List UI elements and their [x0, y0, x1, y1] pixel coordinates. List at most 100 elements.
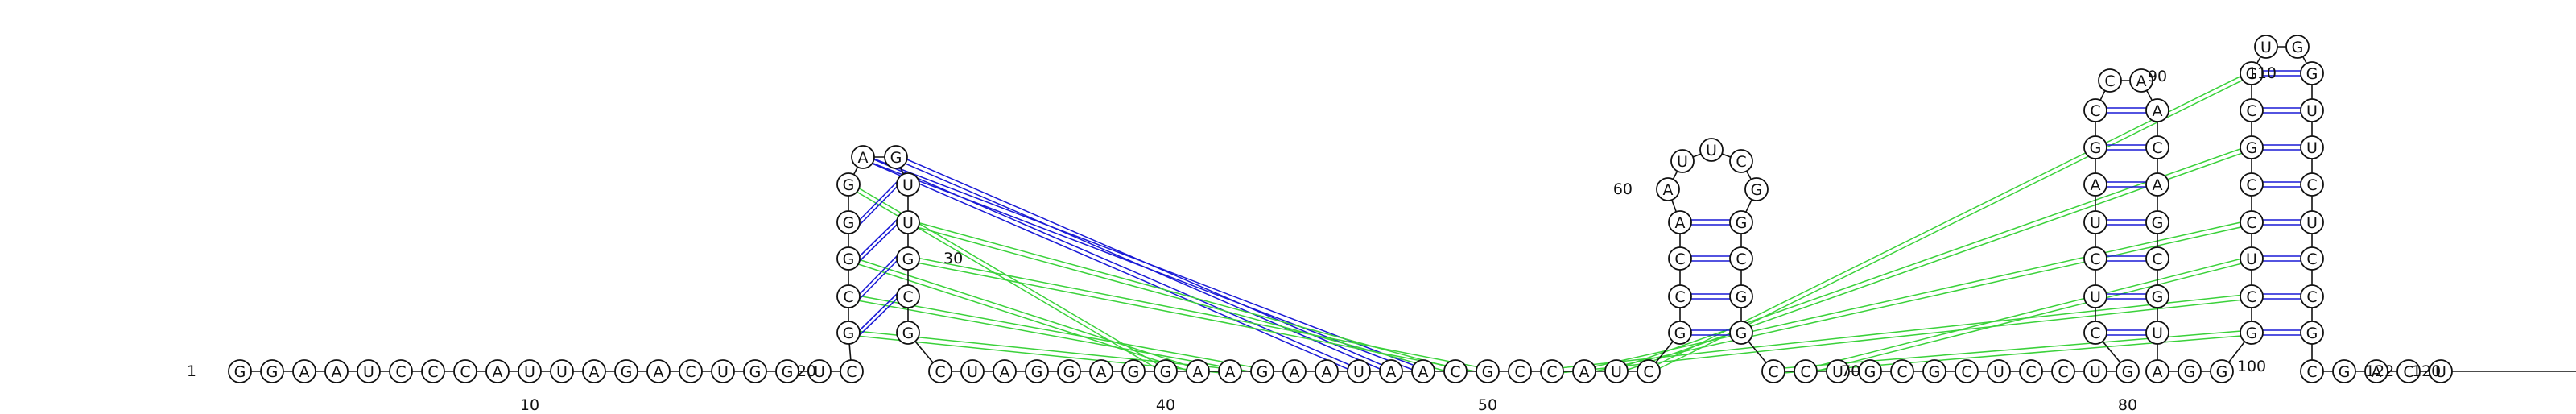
nucleotide-circle: [851, 145, 875, 169]
nucleotide-letter: C: [843, 288, 853, 306]
nucleotide-circle: [836, 172, 861, 197]
start-label: 1: [187, 362, 196, 380]
nucleotide-circle: [2300, 359, 2324, 383]
nucleotide-letter: U: [1706, 142, 1717, 159]
nucleotide: U: [2429, 359, 2453, 383]
nucleotide-circle: [260, 359, 284, 383]
nucleotide-letter: C: [2246, 288, 2256, 306]
nucleotide-circle: [2145, 210, 2169, 234]
pseudoknot-pair: [907, 255, 1488, 370]
nucleotide: U: [1699, 138, 1724, 162]
nucleotide: A: [2145, 172, 2169, 197]
nucleotide-letter: A: [2153, 176, 2163, 194]
nucleotide-circle: [1794, 359, 1818, 383]
nucleotide-circle: [1826, 359, 1850, 383]
nucleotide-letter: C: [2090, 102, 2100, 120]
nucleotide: A: [1572, 359, 1596, 383]
nucleotide-circle: [1729, 149, 1753, 173]
nucleotide-letter: G: [1736, 214, 1748, 232]
nucleotide: U: [2083, 210, 2107, 234]
nucleotide-letter: G: [234, 363, 246, 381]
position-label: 50: [1478, 396, 1497, 414]
nucleotide: G: [1154, 359, 1178, 383]
nucleotide-circle: [1186, 359, 1210, 383]
nucleotide-letter: G: [890, 149, 902, 167]
nucleotide: C: [1729, 149, 1753, 173]
nucleotide: G: [2210, 359, 2234, 383]
nucleotide-circle: [1670, 149, 1695, 173]
nucleotide-circle: [2240, 135, 2264, 159]
nucleotide-letter: A: [1663, 181, 1674, 199]
nucleotide-circle: [1729, 284, 1753, 308]
nucleotide-letter: U: [2435, 363, 2446, 381]
nucleotide-circle: [2145, 284, 2169, 308]
nucleotide-circle: [2083, 246, 2107, 271]
nucleotide: U: [896, 172, 920, 197]
nucleotide-letter: G: [902, 325, 914, 342]
nucleotide-letter: C: [2104, 72, 2115, 90]
nucleotide: G: [1057, 359, 1081, 383]
position-label: 90: [2148, 68, 2167, 85]
nucleotide-letter: U: [1353, 363, 1364, 381]
nucleotide: C: [1794, 359, 1818, 383]
nucleotide-circle: [2145, 98, 2169, 122]
nucleotide-circle: [1379, 359, 1403, 383]
nucleotide-letter: G: [2216, 363, 2228, 381]
nucleotide-circle: [2019, 359, 2043, 383]
nucleotide: G: [1668, 321, 1692, 345]
nucleotide-circle: [2332, 359, 2356, 383]
nucleotide-circle: [2083, 284, 2107, 308]
nucleotide: C: [1955, 359, 1979, 383]
nucleotide-letter: C: [2306, 288, 2317, 306]
nucleotide-circle: [2210, 359, 2234, 383]
nucleotide-letter: U: [902, 176, 914, 194]
nucleotide-letter: A: [493, 363, 503, 381]
nucleotide-circle: [1476, 359, 1500, 383]
pseudoknot-pair: [1583, 224, 2252, 375]
nucleotide: U: [2240, 246, 2264, 271]
nucleotide-letter: C: [2090, 250, 2100, 268]
nucleotide-circle: [896, 284, 920, 308]
nucleotide: G: [836, 246, 861, 271]
nucleotide-letter: U: [1611, 363, 1622, 381]
nucleotide-circle: [1572, 359, 1596, 383]
nucleotide-circle: [2364, 359, 2388, 383]
end-label: 122: [2365, 362, 2394, 380]
position-label: 100: [2237, 358, 2266, 375]
nucleotide: C: [2300, 172, 2324, 197]
pseudoknot-pair: [1551, 293, 2252, 370]
pseudoknot-pair: [848, 255, 1199, 370]
nucleotide-circle: [2051, 359, 2075, 383]
nucleotide-letter: G: [2152, 288, 2164, 306]
nucleotide: C: [1508, 359, 1532, 383]
nucleotide-letter: U: [524, 363, 535, 381]
nucleotide: A: [2145, 359, 2169, 383]
nucleotide: C: [2083, 321, 2107, 345]
nucleotide-letter: G: [902, 250, 914, 268]
nucleotide-circle: [1025, 359, 1049, 383]
nucleotide-letter: U: [1677, 153, 1688, 171]
nucleotide-circle: [2083, 172, 2107, 197]
nucleotide: C: [2098, 68, 2122, 93]
nucleotide-letter: C: [1736, 250, 1746, 268]
nucleotide-letter: C: [1546, 363, 1557, 381]
nucleotide: G: [836, 210, 861, 234]
nucleotide: G: [1729, 321, 1753, 345]
pseudoknot-pair: [907, 224, 1456, 375]
nucleotide-circle: [453, 359, 477, 383]
nucleotide: G: [2178, 359, 2202, 383]
nucleotide-letter: G: [1929, 363, 1941, 381]
nucleotide-circle: [1411, 359, 1435, 383]
nucleotide-letter: G: [1063, 363, 1075, 381]
nucleotide-letter: C: [2306, 176, 2317, 194]
nucleotide-circle: [1315, 359, 1339, 383]
nucleotide: G: [260, 359, 284, 383]
stem1-pair: [859, 186, 898, 226]
nucleotide: U: [1347, 359, 1371, 383]
nucleotide: C: [453, 359, 477, 383]
nucleotide-circle: [324, 359, 349, 383]
nucleotide: U: [2300, 210, 2324, 234]
pseudoknot-pairs: [848, 70, 2252, 375]
nucleotide: C: [2300, 284, 2324, 308]
nucleotide-circle: [1890, 359, 1914, 383]
